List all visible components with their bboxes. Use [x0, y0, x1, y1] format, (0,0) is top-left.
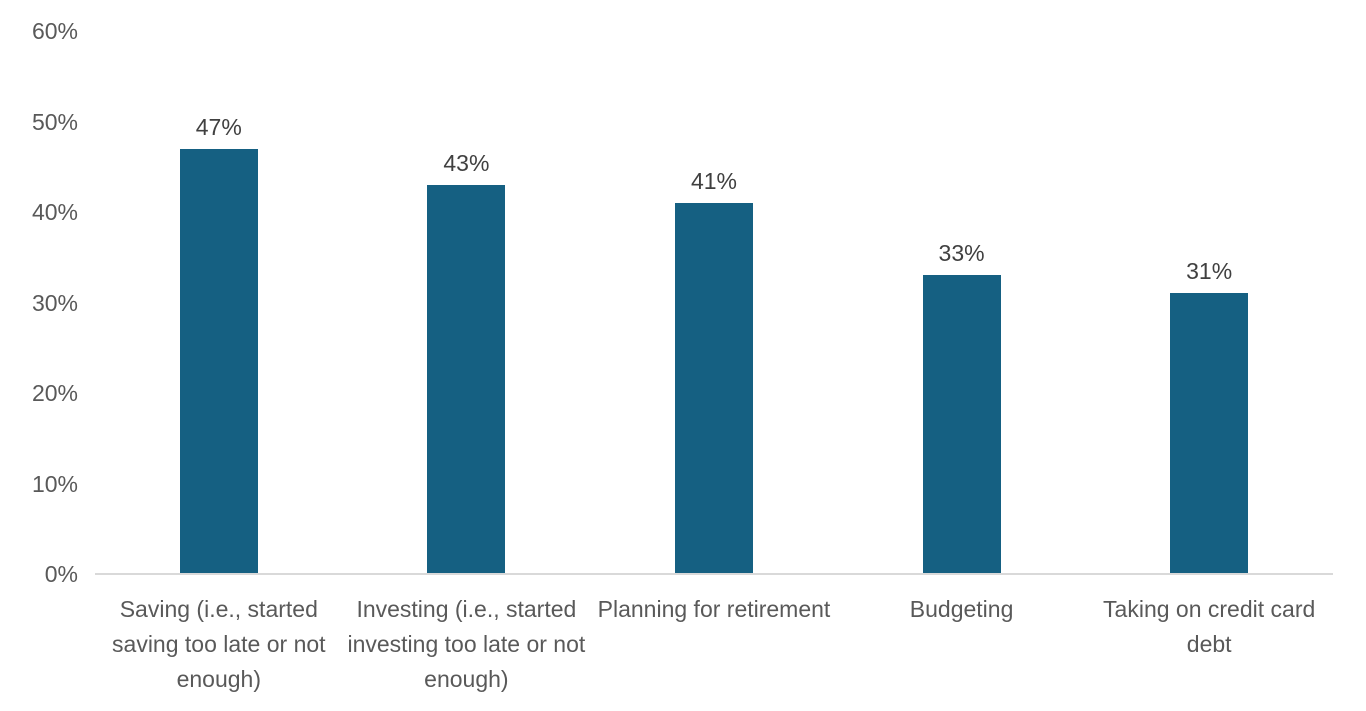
bar[interactable]	[179, 148, 258, 574]
bar[interactable]	[427, 184, 506, 574]
bar[interactable]	[922, 275, 1001, 574]
y-axis-tick-label: 40%	[31, 199, 78, 225]
bar-value-label: 41%	[690, 167, 737, 194]
x-axis-category-label: Taking on credit card debt	[1103, 596, 1316, 657]
x-axis-category-labels: Saving (i.e., started saving too late or…	[95, 592, 1333, 697]
bar-value-label: 31%	[1186, 258, 1233, 285]
x-axis-category-label: Planning for retirement	[597, 596, 831, 622]
x-axis-category-label: Investing (i.e., started investing too l…	[347, 596, 586, 692]
bar-column: 47%	[95, 31, 343, 574]
y-axis: 0% 10% 20% 30% 40% 50% 60%	[0, 18, 78, 587]
y-axis-tick-label: 0%	[44, 561, 78, 587]
y-axis-tick-label: 20%	[31, 380, 78, 406]
y-axis-tick-label: 50%	[31, 108, 78, 135]
bar-column: 43%	[343, 31, 591, 574]
bars-row: 47% 43% 41% 33% 31%	[95, 31, 1333, 574]
bar-value-label: 33%	[938, 240, 985, 267]
y-axis-tick-label: 30%	[31, 289, 78, 316]
x-axis-category-label: Budgeting	[909, 596, 1014, 622]
bar-column: 31%	[1085, 31, 1333, 574]
y-axis-tick-label: 10%	[31, 470, 78, 497]
bar[interactable]	[1170, 293, 1249, 574]
y-axis-tick-label: 60%	[31, 18, 78, 44]
bar[interactable]	[674, 202, 753, 574]
x-axis-category-label: Saving (i.e., started saving too late or…	[112, 596, 326, 692]
bar-column: 33%	[838, 31, 1086, 574]
bar-value-label: 47%	[195, 113, 242, 140]
bar-value-label: 43%	[443, 149, 490, 176]
plot-area: 47% 43% 41% 33% 31%	[95, 31, 1333, 574]
bar-column: 41%	[590, 31, 838, 574]
x-axis-line	[95, 573, 1333, 575]
